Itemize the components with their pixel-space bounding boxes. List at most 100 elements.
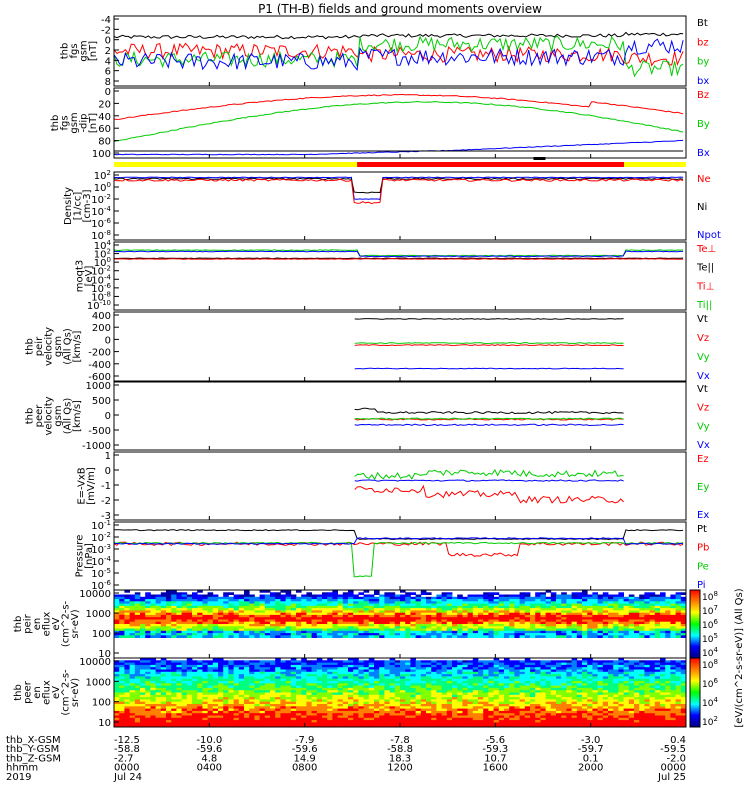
heatmap-cell [483, 683, 489, 686]
heatmap-cell [368, 601, 375, 604]
heatmap-cell [405, 694, 411, 698]
heatmap-cell [493, 626, 500, 629]
heatmap-cell [680, 614, 687, 618]
panel-temp: 10410210010-210-410-610-810-10moqt3[eV]T… [75, 239, 717, 312]
heatmap-cell [140, 699, 146, 703]
heatmap-cell [680, 701, 687, 705]
heatmap-cell [576, 626, 583, 629]
heatmap-cell [561, 603, 567, 607]
heatmap-cell [155, 676, 162, 680]
heatmap-cell [306, 667, 312, 670]
heatmap-cell [166, 605, 172, 609]
heatmap-cell [639, 706, 645, 709]
heatmap-cell [457, 683, 463, 686]
heatmap-cell [680, 676, 687, 680]
heatmap-cell [628, 687, 635, 691]
heatmap-cell [457, 671, 463, 675]
heatmap-cell [124, 664, 130, 668]
heatmap-cell [176, 687, 182, 691]
heatmap-cell [478, 678, 484, 682]
heatmap-cell [582, 605, 588, 609]
heatmap-cell [550, 692, 557, 696]
heatmap-cell [311, 614, 318, 618]
heatmap-cell [181, 605, 188, 609]
heatmap-cell [426, 599, 432, 602]
heatmap-cell [181, 628, 188, 632]
heatmap-cell [233, 687, 240, 691]
heatmap-cell [493, 708, 500, 712]
heatmap-cell [483, 633, 489, 636]
heatmap-cell [467, 603, 474, 607]
heatmap-cell [582, 635, 588, 638]
y-tick-label: -200 [88, 348, 111, 359]
heatmap-cell [342, 674, 349, 677]
heatmap-cell [675, 619, 682, 623]
heatmap-cell [332, 596, 338, 600]
heatmap-cell [150, 610, 156, 614]
heatmap-cell [670, 624, 676, 627]
heatmap-cell [192, 683, 198, 686]
heatmap-cell [675, 608, 682, 611]
heatmap-cell [530, 692, 536, 696]
heatmap-cell [426, 664, 432, 668]
heatmap-cell [264, 690, 271, 693]
heatmap-cell [197, 692, 203, 696]
heatmap-cell [576, 699, 583, 703]
heatmap-cell [327, 667, 333, 670]
heatmap-cell [400, 601, 406, 604]
heatmap-cell [524, 626, 531, 629]
heatmap-cell [280, 678, 286, 682]
heatmap-cell [322, 617, 328, 620]
heatmap-cell [665, 704, 671, 707]
heatmap-cell [493, 676, 500, 680]
heatmap-cell [498, 617, 505, 620]
heatmap-cell [228, 617, 234, 620]
heatmap-cell [181, 690, 188, 693]
heatmap-cell [576, 608, 583, 611]
heatmap-cell [608, 630, 614, 634]
heatmap-cell [296, 671, 302, 675]
heatmap-cell [530, 697, 536, 700]
heatmap-cell [285, 671, 292, 675]
heatmap-cell [488, 667, 494, 670]
heatmap-cell [228, 710, 234, 714]
heatmap-cell [623, 687, 630, 691]
heatmap-cell [160, 667, 167, 670]
heatmap-cell [306, 694, 312, 698]
heatmap-cell [488, 701, 494, 705]
heatmap-cell [394, 635, 401, 638]
heatmap-cell [628, 678, 635, 682]
heatmap-cell [509, 619, 515, 623]
heatmap-cell [556, 610, 562, 614]
heatmap-cell [514, 605, 520, 609]
heatmap-cell [134, 603, 141, 607]
heatmap-cell [389, 708, 396, 712]
heatmap-cell [358, 694, 364, 698]
heatmap-cell [207, 592, 214, 595]
heatmap-cell [457, 701, 463, 705]
heatmap-cell [550, 605, 557, 609]
heatmap-cell [348, 599, 354, 602]
heatmap-cell [228, 599, 234, 602]
heatmap-cell [202, 603, 208, 607]
panel-peir_vel: 4002000-200-400-600thbpeirvelocitygsm(Al… [25, 311, 710, 383]
heatmap-cell [441, 681, 448, 684]
heatmap-cell [498, 630, 505, 634]
heatmap-cell [634, 664, 640, 668]
heatmap-cell [322, 699, 328, 703]
heatmap-cell [576, 685, 583, 689]
heatmap-cell [129, 660, 136, 663]
heatmap-cell [155, 710, 162, 714]
heatmap-cell [540, 699, 546, 703]
heatmap-cell [540, 674, 546, 677]
heatmap-cell [634, 671, 640, 675]
heatmap-cell [654, 667, 661, 670]
heatmap-cell [259, 660, 266, 663]
heatmap-cell [623, 685, 630, 689]
heatmap-cell [160, 676, 167, 680]
heatmap-cell [290, 664, 297, 668]
heatmap-cell [244, 706, 250, 709]
heatmap-cell [400, 697, 406, 700]
heatmap-cell [379, 660, 385, 663]
